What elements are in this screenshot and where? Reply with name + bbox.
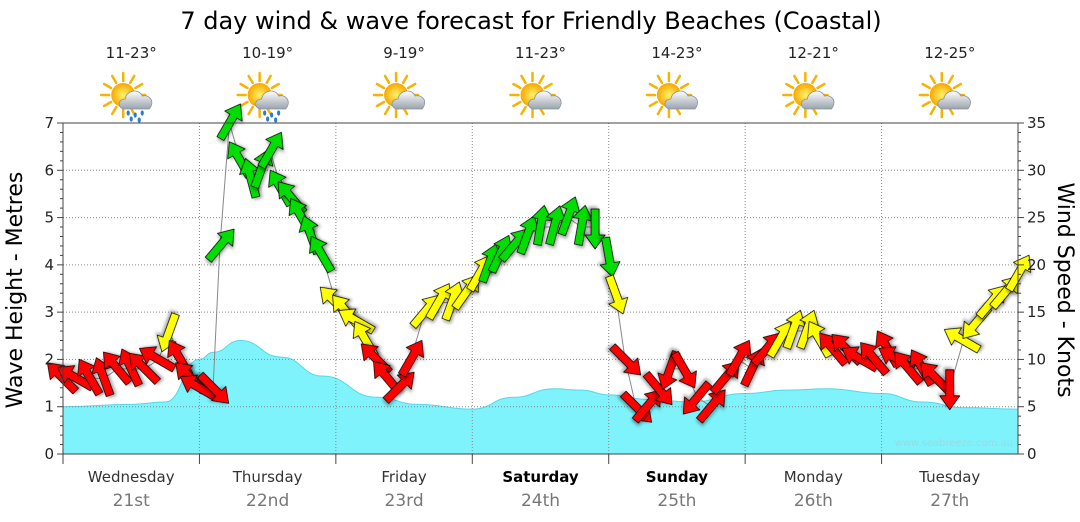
day-label: Friday bbox=[381, 468, 427, 486]
rain-cloud-sun-icon bbox=[99, 71, 153, 123]
y-tick-label-right: 20 bbox=[1027, 256, 1046, 274]
date-label: 21st bbox=[113, 491, 150, 511]
temp-range-label: 12-25° bbox=[924, 44, 975, 62]
temp-range-label: 14-23° bbox=[651, 44, 702, 62]
date-label: 26th bbox=[794, 491, 833, 511]
wind-arrow bbox=[139, 346, 177, 373]
temp-range-label: 11-23° bbox=[106, 44, 157, 62]
date-label: 22nd bbox=[246, 491, 289, 511]
wind-arrow bbox=[103, 351, 133, 386]
wind-arrow bbox=[943, 327, 982, 354]
date-label: 25th bbox=[657, 491, 696, 511]
y-tick-label-left: 4 bbox=[44, 256, 54, 274]
y-axis-label-right: Wind Speed - Knots bbox=[1052, 182, 1077, 397]
watermark: www.seabreeze.com.au bbox=[895, 438, 1013, 449]
y-tick-label-left: 3 bbox=[44, 303, 54, 321]
temp-range-label: 12-21° bbox=[788, 44, 839, 62]
y-tick-label-right: 10 bbox=[1027, 350, 1046, 368]
wind-arrow bbox=[599, 236, 621, 278]
wind-arrow bbox=[682, 380, 713, 415]
day-label: Tuesday bbox=[918, 468, 980, 486]
y-tick-label-left: 2 bbox=[44, 350, 54, 368]
day-label: Monday bbox=[784, 468, 843, 486]
y-tick-label-right: 5 bbox=[1027, 398, 1037, 416]
chart-title: 7 day wind & wave forecast for Friendly … bbox=[180, 7, 881, 35]
wind-arrow bbox=[584, 208, 606, 250]
wind-arrow bbox=[670, 350, 697, 389]
y-tick-label-left: 6 bbox=[44, 161, 54, 179]
y-tick-label-right: 0 bbox=[1027, 445, 1037, 463]
y-tick-label-left: 7 bbox=[44, 114, 54, 132]
wind-arrow bbox=[382, 371, 415, 404]
wind-arrow bbox=[91, 357, 115, 398]
y-tick-label-left: 5 bbox=[44, 209, 54, 227]
temp-range-label: 10-19° bbox=[242, 44, 293, 62]
cloud-sun-icon bbox=[645, 71, 698, 119]
y-tick-label-left: 1 bbox=[44, 398, 54, 416]
day-label: Saturday bbox=[502, 468, 579, 486]
y-tick-label-right: 30 bbox=[1027, 161, 1046, 179]
y-tick-label-right: 35 bbox=[1027, 114, 1046, 132]
date-label: 27th bbox=[930, 491, 969, 511]
wind-arrow bbox=[398, 339, 424, 378]
y-axis-label-left: Wave Height - Metres bbox=[3, 172, 28, 409]
wind-arrow bbox=[257, 131, 284, 170]
day-label: Thursday bbox=[232, 468, 303, 486]
wind-arrow bbox=[531, 204, 553, 246]
wave-height-area bbox=[62, 340, 1019, 455]
temp-range-label: 9-19° bbox=[383, 44, 425, 62]
cloud-sun-icon bbox=[372, 71, 426, 119]
cloud-sun-icon bbox=[918, 71, 971, 119]
y-tick-label-right: 15 bbox=[1027, 303, 1046, 321]
y-tick-label-left: 0 bbox=[44, 445, 54, 463]
day-label: Sunday bbox=[646, 468, 709, 486]
day-label: Wednesday bbox=[88, 468, 175, 486]
wind-arrow bbox=[975, 285, 1006, 320]
wind-arrow bbox=[197, 371, 230, 404]
cloud-sun-icon bbox=[782, 71, 835, 119]
wind-arrow bbox=[309, 235, 336, 274]
wind-arrow bbox=[605, 274, 629, 315]
wind-arrow bbox=[642, 371, 673, 406]
wind-arrow bbox=[696, 389, 726, 424]
date-label: 23rd bbox=[385, 491, 424, 511]
wind-arrow bbox=[204, 228, 235, 263]
wind-arrow bbox=[631, 389, 662, 424]
plot-frame bbox=[62, 122, 1019, 455]
rain-cloud-sun-icon bbox=[236, 71, 289, 123]
wind-arrow bbox=[216, 103, 243, 141]
wind-arrow bbox=[609, 343, 642, 376]
temp-range-label: 11-23° bbox=[515, 44, 566, 62]
wind-arrow bbox=[939, 369, 961, 411]
date-label: 24th bbox=[521, 491, 560, 511]
y-tick-label-right: 25 bbox=[1027, 209, 1046, 227]
cloud-sun-icon bbox=[509, 71, 562, 119]
